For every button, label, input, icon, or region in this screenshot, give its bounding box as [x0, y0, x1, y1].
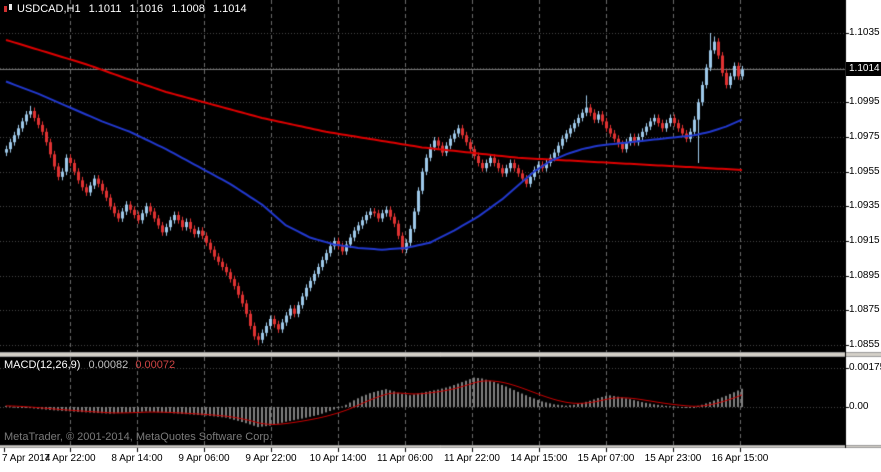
time-axis-label: 15 Apr 23:00 [644, 453, 702, 464]
time-axis-label: 16 Apr 15:00 [711, 453, 769, 464]
price-axis-label: 1.0895 [849, 269, 880, 281]
indicator-axis-label: 0.00 [849, 401, 869, 412]
price-axis-label: 1.0935 [849, 200, 880, 212]
time-axis-label: 8 Apr 14:00 [111, 453, 163, 464]
price-axis-label: 1.0915 [849, 235, 880, 246]
time-axis-label: 7 Apr 2014 [2, 453, 51, 464]
panel-splitter-indicator[interactable] [0, 352, 881, 357]
time-axis-label: 9 Apr 06:00 [178, 453, 230, 464]
price-axis-label: 1.0995 [849, 96, 880, 108]
price-axis-label: 1.0975 [849, 131, 880, 142]
high-value: 1.1016 [129, 3, 164, 15]
price-axis-label: 1.0855 [849, 339, 880, 350]
price-axis-label: 1.1035 [849, 27, 880, 38]
symbol-period-label: USDCAD,H1 [17, 3, 81, 15]
indicator-signal-value: 0.00072 [135, 359, 176, 371]
time-axis-label: 10 Apr 14:00 [309, 453, 367, 464]
time-axis-label: 11 Apr 22:00 [444, 453, 500, 464]
time-axis-label: 9 Apr 22:00 [245, 453, 297, 464]
open-value: 1.1011 [88, 3, 122, 15]
price-axis-label: 1.0955 [849, 165, 880, 177]
low-value: 1.1008 [171, 3, 205, 15]
indicator-header: MACD(12,26,9) 0.00082 0.00072 [4, 359, 175, 371]
chart-title: USDCAD,H1 1.1011 1.1016 1.1008 1.1014 [3, 3, 252, 15]
close-value: 1.1014 [212, 3, 247, 15]
indicator-name: MACD(12,26,9) [4, 359, 81, 371]
time-axis-label: 11 Apr 06:00 [377, 453, 433, 464]
time-axis-label: 15 Apr 07:00 [577, 453, 635, 464]
bid-price-box: 1.1014 [846, 62, 881, 77]
indicator-value: 0.00082 [88, 359, 129, 371]
ohlc-readout: USDCAD,H1 1.1011 1.1016 1.1008 1.1014 [17, 3, 252, 15]
watermark: MetaTrader, © 2001-2014, MetaQuotes Soft… [4, 431, 273, 443]
bid-price-label: 1.1014 [849, 63, 880, 75]
chart-symbol-icon [3, 4, 13, 14]
panel-splitter-bottom[interactable] [0, 445, 881, 448]
time-axis-label: 7 Apr 22:00 [44, 453, 96, 464]
price-axis-label: 1.0875 [849, 304, 880, 316]
indicator-axis-label: 0.00175 [849, 362, 881, 373]
time-axis-label: 14 Apr 15:00 [510, 453, 568, 464]
